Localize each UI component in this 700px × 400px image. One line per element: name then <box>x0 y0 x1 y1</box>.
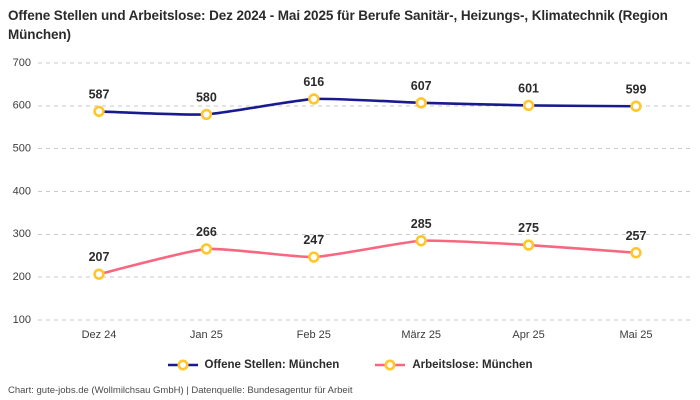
y-axis-tick-label: 100 <box>13 314 31 326</box>
y-axis-tick-label: 500 <box>13 143 31 155</box>
chart-title: Offene Stellen und Arbeitslose: Dez 2024… <box>8 8 668 43</box>
y-axis-tick-label: 300 <box>13 228 31 240</box>
data-point-marker[interactable] <box>630 100 642 112</box>
chart-footer-attribution: Chart: gute-jobs.de (Wollmilchsau GmbH) … <box>8 385 353 396</box>
chart-legend: Offene Stellen: München Arbeitslose: Mün… <box>0 358 700 372</box>
data-point-marker[interactable] <box>93 105 105 118</box>
data-point-label: 607 <box>411 79 432 93</box>
data-point-label: 207 <box>89 250 110 264</box>
y-axis-tick-label: 700 <box>13 57 31 69</box>
legend-swatch-arbeitslose <box>375 359 406 371</box>
y-axis-tick-label: 600 <box>13 100 31 112</box>
legend-swatch-offene-stellen <box>167 359 198 371</box>
data-point-marker[interactable] <box>308 251 320 263</box>
data-point-label: 257 <box>626 229 647 243</box>
x-axis-tick-label: Feb 25 <box>297 329 331 341</box>
legend-label-arbeitslose: Arbeitslose: München <box>412 359 533 371</box>
data-point-label: 580 <box>196 90 217 104</box>
y-axis-tick-label: 200 <box>13 271 31 283</box>
data-point-label: 275 <box>518 221 539 235</box>
data-point-marker[interactable] <box>630 247 642 259</box>
legend-item-offene-stellen[interactable]: Offene Stellen: München <box>167 358 340 372</box>
data-point-label: 285 <box>411 217 432 231</box>
data-point-label: 599 <box>626 82 647 96</box>
data-point-label: 587 <box>89 87 110 101</box>
data-point-marker[interactable] <box>200 243 213 255</box>
data-point-marker[interactable] <box>522 99 535 112</box>
x-axis-tick-label: Jan 25 <box>190 329 223 341</box>
data-point-marker[interactable] <box>415 97 427 109</box>
data-point-marker[interactable] <box>522 239 535 251</box>
legend-item-arbeitslose[interactable]: Arbeitslose: München <box>375 358 532 372</box>
data-point-label: 266 <box>196 225 217 239</box>
x-axis-tick-label: Apr 25 <box>512 329 544 341</box>
data-point-marker[interactable] <box>200 108 213 121</box>
x-axis-tick-label: Mai 25 <box>619 329 652 341</box>
x-axis-tick-label: Dez 24 <box>82 329 117 341</box>
y-axis-tick-label: 400 <box>13 185 31 197</box>
series-line-1 <box>97 97 638 116</box>
legend-label-offene-stellen: Offene Stellen: München <box>204 359 340 371</box>
series-line-2 <box>97 239 638 276</box>
data-point-label: 247 <box>303 233 324 247</box>
data-point-label: 616 <box>303 75 324 89</box>
data-point-marker[interactable] <box>415 235 427 247</box>
data-point-marker[interactable] <box>93 268 105 280</box>
data-point-label: 601 <box>518 81 539 95</box>
x-axis-tick-label: März 25 <box>401 329 441 341</box>
data-point-marker[interactable] <box>308 93 320 105</box>
